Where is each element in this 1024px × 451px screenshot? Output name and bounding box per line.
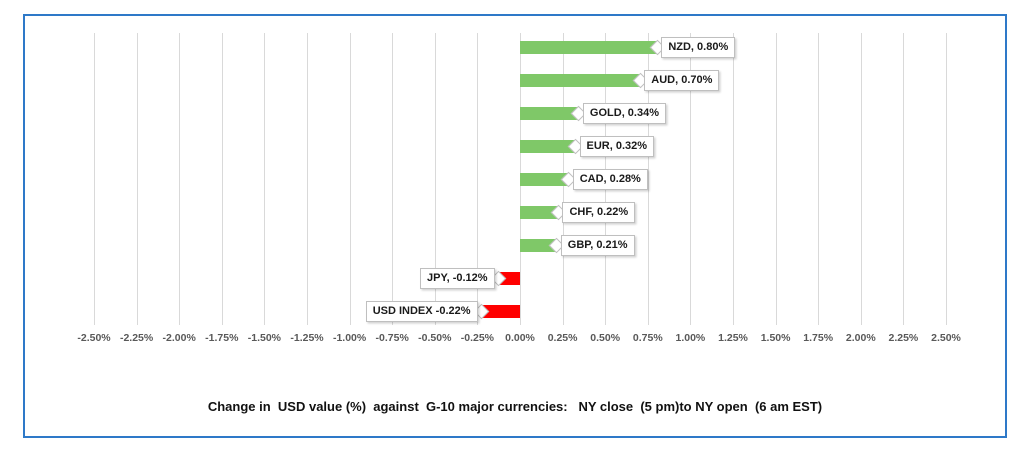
gridline	[179, 33, 181, 325]
gridline	[775, 33, 777, 325]
x-axis-tick-label: -0.25%	[460, 332, 495, 344]
data-label-usd-index: USD INDEX -0.22%	[365, 300, 478, 322]
x-axis-tick-label: -2.25%	[119, 332, 154, 344]
x-axis-tick-label: 2.25%	[888, 332, 919, 344]
chart-title: Change in USD value (%) against G-10 maj…	[207, 399, 823, 414]
bar-nzd	[520, 40, 657, 54]
gridline	[349, 33, 351, 325]
x-axis-tick-label: -1.75%	[205, 332, 239, 344]
x-axis-tick-label: 0.25%	[547, 332, 578, 344]
data-label-nzd: NZD, 0.80%	[661, 36, 736, 58]
gridline	[477, 33, 479, 325]
bar-gold	[520, 106, 578, 120]
gridline	[307, 33, 308, 325]
bar-usd-index	[482, 304, 520, 318]
bar-chf	[520, 205, 558, 219]
gridline	[860, 33, 862, 325]
x-axis-tick-label: 0.50%	[590, 332, 621, 344]
x-axis-tick-label: -0.75%	[375, 332, 409, 344]
x-axis-tick-label: 1.75%	[803, 332, 834, 344]
gridline	[903, 33, 905, 325]
gridline	[94, 33, 95, 325]
data-label-eur: EUR, 0.32%	[579, 135, 655, 157]
data-label-aud: AUD, 0.70%	[644, 69, 720, 91]
bar-aud	[520, 73, 640, 87]
x-axis-tick-label: 0.75%	[632, 332, 663, 344]
gridline	[221, 33, 223, 325]
gridline	[818, 33, 820, 325]
bar-eur	[520, 139, 575, 153]
x-axis-tick-label: -2.50%	[77, 332, 111, 344]
gridline	[690, 33, 692, 325]
x-axis-tick-label: 2.00%	[845, 332, 876, 344]
gridline	[264, 33, 266, 325]
bar-gbp	[520, 238, 556, 252]
gridline	[136, 33, 138, 325]
x-axis-tick-label: -2.00%	[162, 332, 196, 344]
x-axis-tick-label: 1.25%	[718, 332, 748, 344]
x-axis-tick-label: 0.00%	[505, 332, 535, 344]
x-axis-tick-label: 2.50%	[931, 332, 961, 344]
bar-jpy	[499, 271, 520, 285]
gridline	[733, 33, 734, 325]
data-label-gold: GOLD, 0.34%	[582, 102, 666, 124]
data-label-gbp: GBP, 0.21%	[560, 234, 635, 256]
chart-frame: NZD, 0.80% AUD, 0.70% GOLD, 0.34% EUR, 0.32…	[23, 14, 1007, 438]
gridline	[434, 33, 436, 325]
x-axis-tick-label: 1.50%	[760, 332, 791, 344]
gridline	[647, 33, 649, 325]
plot-area: NZD, 0.80% AUD, 0.70% GOLD, 0.34% EUR, 0.32…	[25, 16, 1005, 436]
data-label-chf: CHF, 0.22%	[562, 201, 636, 223]
x-axis-tick-label: 1.00%	[675, 332, 706, 344]
data-label-jpy: JPY, -0.12%	[420, 267, 495, 289]
bar-cad	[520, 172, 568, 186]
x-axis-tick-label: -1.25%	[290, 332, 324, 344]
data-label-cad: CAD, 0.28%	[572, 168, 648, 190]
gridline	[946, 33, 947, 325]
x-axis-tick-label: -1.50%	[247, 332, 282, 344]
x-axis-tick-label: -0.50%	[418, 332, 452, 344]
x-axis-tick-label: -1.00%	[332, 332, 367, 344]
gridline	[392, 33, 394, 325]
